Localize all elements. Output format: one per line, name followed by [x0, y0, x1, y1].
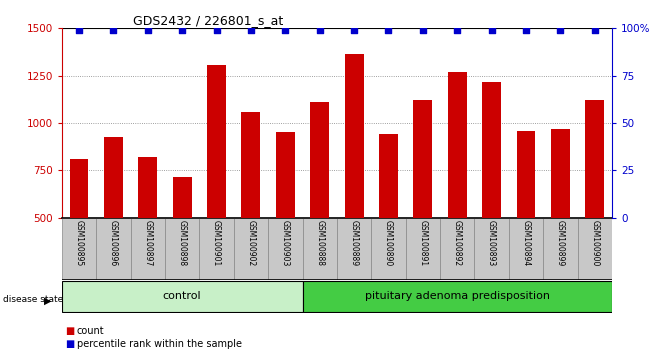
- Bar: [199, 218, 234, 280]
- Bar: [311, 102, 329, 218]
- Bar: [242, 112, 260, 218]
- Bar: [70, 159, 89, 218]
- Bar: [413, 100, 432, 218]
- Point: [418, 27, 428, 33]
- Point: [590, 27, 600, 33]
- Text: GSM100891: GSM100891: [419, 219, 427, 266]
- Point: [349, 27, 359, 33]
- Text: pituitary adenoma predisposition: pituitary adenoma predisposition: [365, 291, 549, 301]
- Bar: [276, 132, 295, 218]
- Point: [314, 27, 325, 33]
- Text: GSM100895: GSM100895: [74, 219, 83, 266]
- Point: [108, 27, 118, 33]
- Bar: [379, 135, 398, 218]
- Bar: [234, 218, 268, 280]
- Text: disease state: disease state: [3, 295, 64, 304]
- Text: GSM100889: GSM100889: [350, 219, 359, 266]
- Point: [555, 27, 566, 33]
- Bar: [268, 218, 303, 280]
- Bar: [577, 218, 612, 280]
- Bar: [131, 218, 165, 280]
- Bar: [139, 157, 158, 218]
- Bar: [303, 218, 337, 280]
- Point: [383, 27, 394, 33]
- Bar: [165, 218, 199, 280]
- Text: GSM100903: GSM100903: [281, 219, 290, 266]
- Text: GSM100888: GSM100888: [315, 219, 324, 266]
- Point: [280, 27, 290, 33]
- Bar: [62, 281, 303, 312]
- Bar: [344, 54, 363, 218]
- Bar: [173, 177, 191, 218]
- Bar: [440, 218, 475, 280]
- Text: GDS2432 / 226801_s_at: GDS2432 / 226801_s_at: [133, 14, 284, 27]
- Point: [521, 27, 531, 33]
- Text: GSM100894: GSM100894: [521, 219, 531, 266]
- Bar: [406, 218, 440, 280]
- Text: GSM100901: GSM100901: [212, 219, 221, 266]
- Text: control: control: [163, 291, 202, 301]
- Point: [452, 27, 462, 33]
- Text: GSM100898: GSM100898: [178, 219, 187, 266]
- Text: ■: ■: [65, 326, 74, 336]
- Bar: [337, 218, 371, 280]
- Bar: [371, 218, 406, 280]
- Text: GSM100892: GSM100892: [452, 219, 462, 266]
- Bar: [207, 65, 226, 218]
- Bar: [551, 129, 570, 218]
- Bar: [104, 137, 123, 218]
- Text: percentile rank within the sample: percentile rank within the sample: [77, 339, 242, 349]
- Text: GSM100890: GSM100890: [384, 219, 393, 266]
- Point: [177, 27, 187, 33]
- Text: ▶: ▶: [44, 296, 52, 306]
- Bar: [516, 131, 535, 218]
- Text: GSM100902: GSM100902: [247, 219, 255, 266]
- Point: [74, 27, 84, 33]
- Text: GSM100900: GSM100900: [590, 219, 600, 266]
- Bar: [482, 82, 501, 218]
- Bar: [96, 218, 131, 280]
- Bar: [303, 281, 612, 312]
- Bar: [448, 72, 467, 218]
- Point: [486, 27, 497, 33]
- Text: count: count: [77, 326, 104, 336]
- Text: GSM100899: GSM100899: [556, 219, 565, 266]
- Bar: [585, 100, 604, 218]
- Bar: [475, 218, 509, 280]
- Point: [212, 27, 222, 33]
- Bar: [509, 218, 543, 280]
- Point: [245, 27, 256, 33]
- Bar: [543, 218, 577, 280]
- Point: [143, 27, 153, 33]
- Text: ■: ■: [65, 339, 74, 349]
- Text: GSM100896: GSM100896: [109, 219, 118, 266]
- Bar: [62, 218, 96, 280]
- Text: GSM100893: GSM100893: [487, 219, 496, 266]
- Text: GSM100897: GSM100897: [143, 219, 152, 266]
